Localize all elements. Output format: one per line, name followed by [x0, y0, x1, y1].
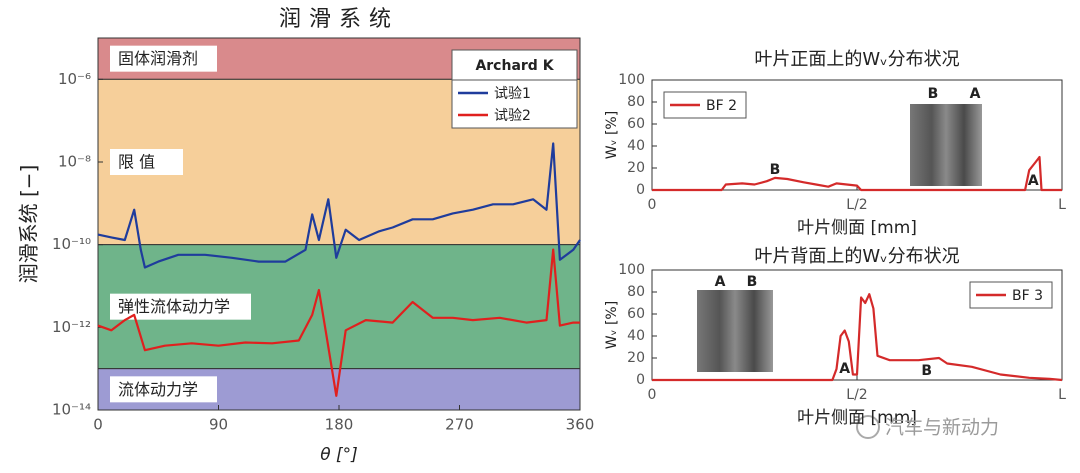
y-tick-label: 40: [627, 328, 645, 344]
region-label: 弹性流体动力学: [118, 297, 230, 316]
x-tick-label: 180: [325, 416, 354, 434]
series-line: [652, 155, 1062, 192]
x-tick-label: 90: [209, 416, 228, 434]
y-tick-label: 20: [627, 350, 645, 366]
x-tick-label: 270: [445, 416, 474, 434]
y-tick-label: 0: [636, 182, 645, 198]
y-axis-label: Wᵥ [%]: [604, 301, 620, 349]
y-tick-label: 80: [627, 94, 645, 110]
x-tick-label: L/2: [846, 387, 867, 403]
photo-label: B: [928, 86, 939, 102]
x-tick-label: L/2: [846, 197, 867, 213]
y-axis-label: Wᵥ [%]: [604, 111, 620, 159]
photo-label: A: [970, 86, 981, 102]
region-label: 固体润滑剂: [118, 49, 198, 68]
watermark-icon: [856, 415, 880, 439]
legend-label: 试验1: [494, 86, 531, 102]
y-tick-label: 60: [627, 116, 645, 132]
y-tick-label: 60: [627, 306, 645, 322]
photo-label: A: [715, 274, 726, 290]
x-tick-label: 0: [93, 416, 103, 434]
y-tick-label: 80: [627, 284, 645, 300]
chart-title: 叶片背面上的Wᵥ分布状况: [754, 246, 959, 267]
legend-title: Archard K: [475, 58, 554, 74]
legend-label: BF 3: [1012, 288, 1043, 304]
y-tick-label: 10⁻¹⁰: [52, 235, 91, 253]
watermark: 汽车与新动力: [885, 417, 999, 439]
legend-label: 试验2: [494, 108, 531, 124]
region-label-box: [110, 376, 217, 403]
y-axis-label: 润滑系统 [−]: [17, 165, 41, 284]
region-label: 流体动力学: [118, 380, 198, 399]
x-tick-label: 360: [566, 416, 595, 434]
chart-title: 叶片正面上的Wᵥ分布状况: [754, 49, 959, 70]
annotation: A: [839, 361, 850, 377]
y-tick-label: 10⁻¹⁴: [52, 401, 91, 419]
y-tick-label: 10⁻¹²: [52, 318, 91, 336]
y-tick-label: 20: [627, 160, 645, 176]
region-label-box: [110, 45, 217, 72]
x-tick-label: L: [1058, 387, 1066, 403]
legend-label: BF 2: [706, 98, 737, 114]
legend-box: [969, 281, 1053, 309]
x-axis-label: 叶片侧面 [mm]: [797, 408, 917, 428]
series-line: [652, 293, 1063, 382]
x-axis-label: 叶片侧面 [mm]: [797, 218, 917, 238]
region-label-box: [110, 149, 183, 175]
x-tick-label: L: [1058, 197, 1066, 213]
y-tick-label: 10⁻⁶: [58, 70, 91, 88]
x-tick-label: 0: [648, 387, 657, 403]
y-tick-label: 0: [636, 372, 645, 388]
series-line: [97, 142, 581, 269]
annotation: B: [921, 363, 932, 379]
y-tick-label: 40: [627, 138, 645, 154]
y-tick-label: 100: [618, 72, 645, 88]
region-label: 限 值: [118, 153, 155, 172]
series-line: [97, 248, 580, 397]
photo-label: B: [747, 274, 758, 290]
photo: [697, 290, 773, 372]
y-tick-label: 10⁻⁸: [58, 153, 91, 171]
x-axis-label: θ [°]: [320, 445, 358, 465]
annotation: B: [770, 162, 781, 178]
annotation: A: [1028, 173, 1039, 189]
x-tick-label: 0: [648, 197, 657, 213]
chart-title: 润滑系统: [279, 7, 399, 32]
y-tick-label: 100: [618, 262, 645, 278]
photo: [910, 104, 982, 186]
